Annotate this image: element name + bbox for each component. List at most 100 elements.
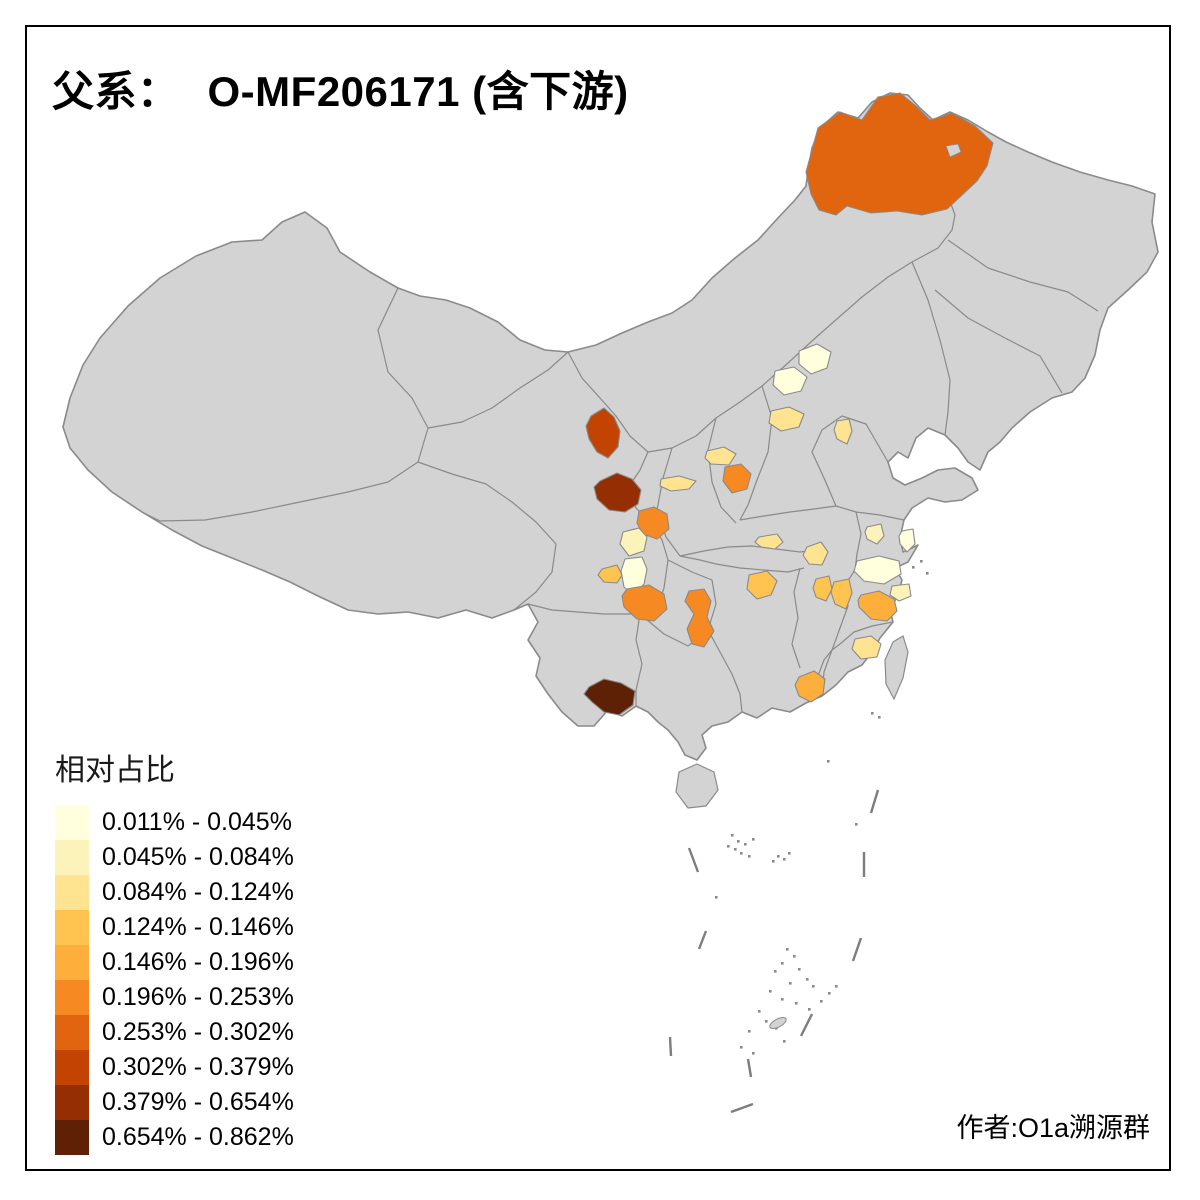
hainan-island xyxy=(675,763,719,809)
legend-swatch xyxy=(55,1050,89,1085)
map-region-zhejiang-hangjiahu xyxy=(853,555,902,585)
legend-row: 0.146% - 0.196% xyxy=(55,945,294,980)
legend-row: 0.253% - 0.302% xyxy=(55,1015,294,1050)
sea-islet-dot xyxy=(748,1030,751,1033)
hulunbuir-enclave xyxy=(945,143,962,158)
author-attribution: 作者:O1a溯源群 xyxy=(956,1113,1150,1143)
sea-islet-dot xyxy=(781,962,784,965)
sea-islet-dot xyxy=(808,1008,811,1011)
legend-label: 0.084% - 0.124% xyxy=(102,878,294,906)
sea-islet-dot xyxy=(740,1046,743,1049)
legend-label: 0.253% - 0.302% xyxy=(102,1018,294,1046)
sea-islet-dot xyxy=(795,1002,798,1005)
legend-row: 0.302% - 0.379% xyxy=(55,1050,294,1085)
sea-islet-dot xyxy=(806,978,809,981)
map-region-anhui-anqing xyxy=(802,541,829,566)
province-border xyxy=(844,511,862,586)
map-region-gansu-south xyxy=(593,472,642,513)
sea-dash-segment xyxy=(668,1036,673,1057)
legend-label: 0.302% - 0.379% xyxy=(102,1053,294,1081)
sea-islet-dot xyxy=(820,1000,823,1003)
map-region-hebei-baoding xyxy=(772,366,808,396)
map-region-luzhou-zunyi xyxy=(684,588,715,648)
map-region-fujian-coast xyxy=(851,635,882,660)
sea-islet-dot xyxy=(772,860,775,863)
sea-islet-dot xyxy=(793,955,796,958)
map-region-gansu-north xyxy=(585,407,621,459)
map-region-zhejiang-ningbo xyxy=(889,583,912,602)
sea-islet-dot xyxy=(781,998,784,1001)
legend-swatch xyxy=(55,1120,89,1155)
map-region-guangdong-east xyxy=(794,670,826,703)
province-border xyxy=(811,415,889,507)
province-border xyxy=(679,555,717,565)
province-border xyxy=(831,621,894,651)
sea-dash-segment xyxy=(746,1058,753,1078)
map-region-sichuan-guangyuan xyxy=(619,527,648,557)
province-border xyxy=(835,505,905,521)
province-border xyxy=(141,287,429,522)
sea-islet-dot xyxy=(855,823,858,826)
legend-swatch xyxy=(55,875,89,910)
sea-islet-dot xyxy=(798,968,801,971)
sea-dash-segment xyxy=(851,937,863,962)
legend-swatch xyxy=(55,1015,89,1050)
province-border xyxy=(911,261,951,436)
map-region-zhejiang-taizhou-wenzhou xyxy=(857,590,898,622)
legend-label: 0.196% - 0.253% xyxy=(102,983,294,1011)
sea-islet-dot xyxy=(715,896,718,899)
map-region-shandong-jinan xyxy=(833,418,853,445)
sea-dash-segment xyxy=(869,789,880,814)
title-main: O-MF206171 (含下游) xyxy=(207,68,629,115)
province-border xyxy=(707,629,743,713)
sea-islet-dot xyxy=(788,852,791,855)
province-border xyxy=(635,613,643,706)
sea-islet-dot xyxy=(827,760,830,763)
sea-islet-dot xyxy=(748,855,751,858)
sea-islet-dot xyxy=(926,572,929,575)
map-region-shanxi-linfen xyxy=(704,446,737,466)
sea-islet-dot xyxy=(789,982,792,985)
province-border xyxy=(791,567,801,669)
sea-islet-dot xyxy=(835,985,838,988)
sea-islet-dot xyxy=(920,560,923,563)
legend-swatch xyxy=(55,805,89,840)
sea-islet-dot xyxy=(740,852,743,855)
legend-label: 0.654% - 0.862% xyxy=(102,1123,294,1151)
map-region-shanghai xyxy=(898,528,916,553)
legend-row: 0.124% - 0.146% xyxy=(55,910,294,945)
legend-row: 0.196% - 0.253% xyxy=(55,980,294,1015)
legend-label: 0.045% - 0.084% xyxy=(102,843,294,871)
map-region-jiangxi-shangrao xyxy=(830,578,853,610)
sea-islet-dot xyxy=(783,858,786,861)
title-prefix: 父系： xyxy=(52,68,180,115)
sea-islet-dot xyxy=(828,992,831,995)
province-border xyxy=(934,289,1063,394)
sea-islet-dot xyxy=(734,848,737,851)
map-legend: 相对占比 0.011% - 0.045% 0.045% - 0.084% 0.084… xyxy=(55,745,294,1155)
province-border xyxy=(707,417,737,524)
page-title: 父系： O-MF206171 (含下游) xyxy=(52,58,629,119)
legend-row: 0.011% - 0.045% xyxy=(55,805,294,840)
province-border xyxy=(679,545,819,557)
sea-islet xyxy=(769,1016,787,1030)
map-region-sichuan-chengdu xyxy=(621,584,668,622)
sea-islet-dot xyxy=(731,834,734,837)
sea-islet-dot xyxy=(765,1020,768,1023)
sea-dash-segment xyxy=(697,930,708,950)
sea-islet-dot xyxy=(752,1052,755,1055)
legend-rows: 0.011% - 0.045% 0.045% - 0.084% 0.084% - 0… xyxy=(55,805,294,1155)
taiwan-island xyxy=(884,635,909,701)
province-border xyxy=(527,603,640,615)
sea-dash-segment xyxy=(687,847,700,873)
legend-label: 0.146% - 0.196% xyxy=(102,948,294,976)
map-region-hulunbuir-ne-inner-mongolia xyxy=(805,92,994,216)
sea-islet-dot xyxy=(912,566,915,569)
province-border xyxy=(427,351,569,429)
map-region-jiangsu-wuxi xyxy=(864,523,885,545)
sea-islet-dot xyxy=(752,838,755,841)
legend-row: 0.654% - 0.862% xyxy=(55,1120,294,1155)
legend-title: 相对占比 xyxy=(55,754,175,787)
legend-row: 0.084% - 0.124% xyxy=(55,875,294,910)
